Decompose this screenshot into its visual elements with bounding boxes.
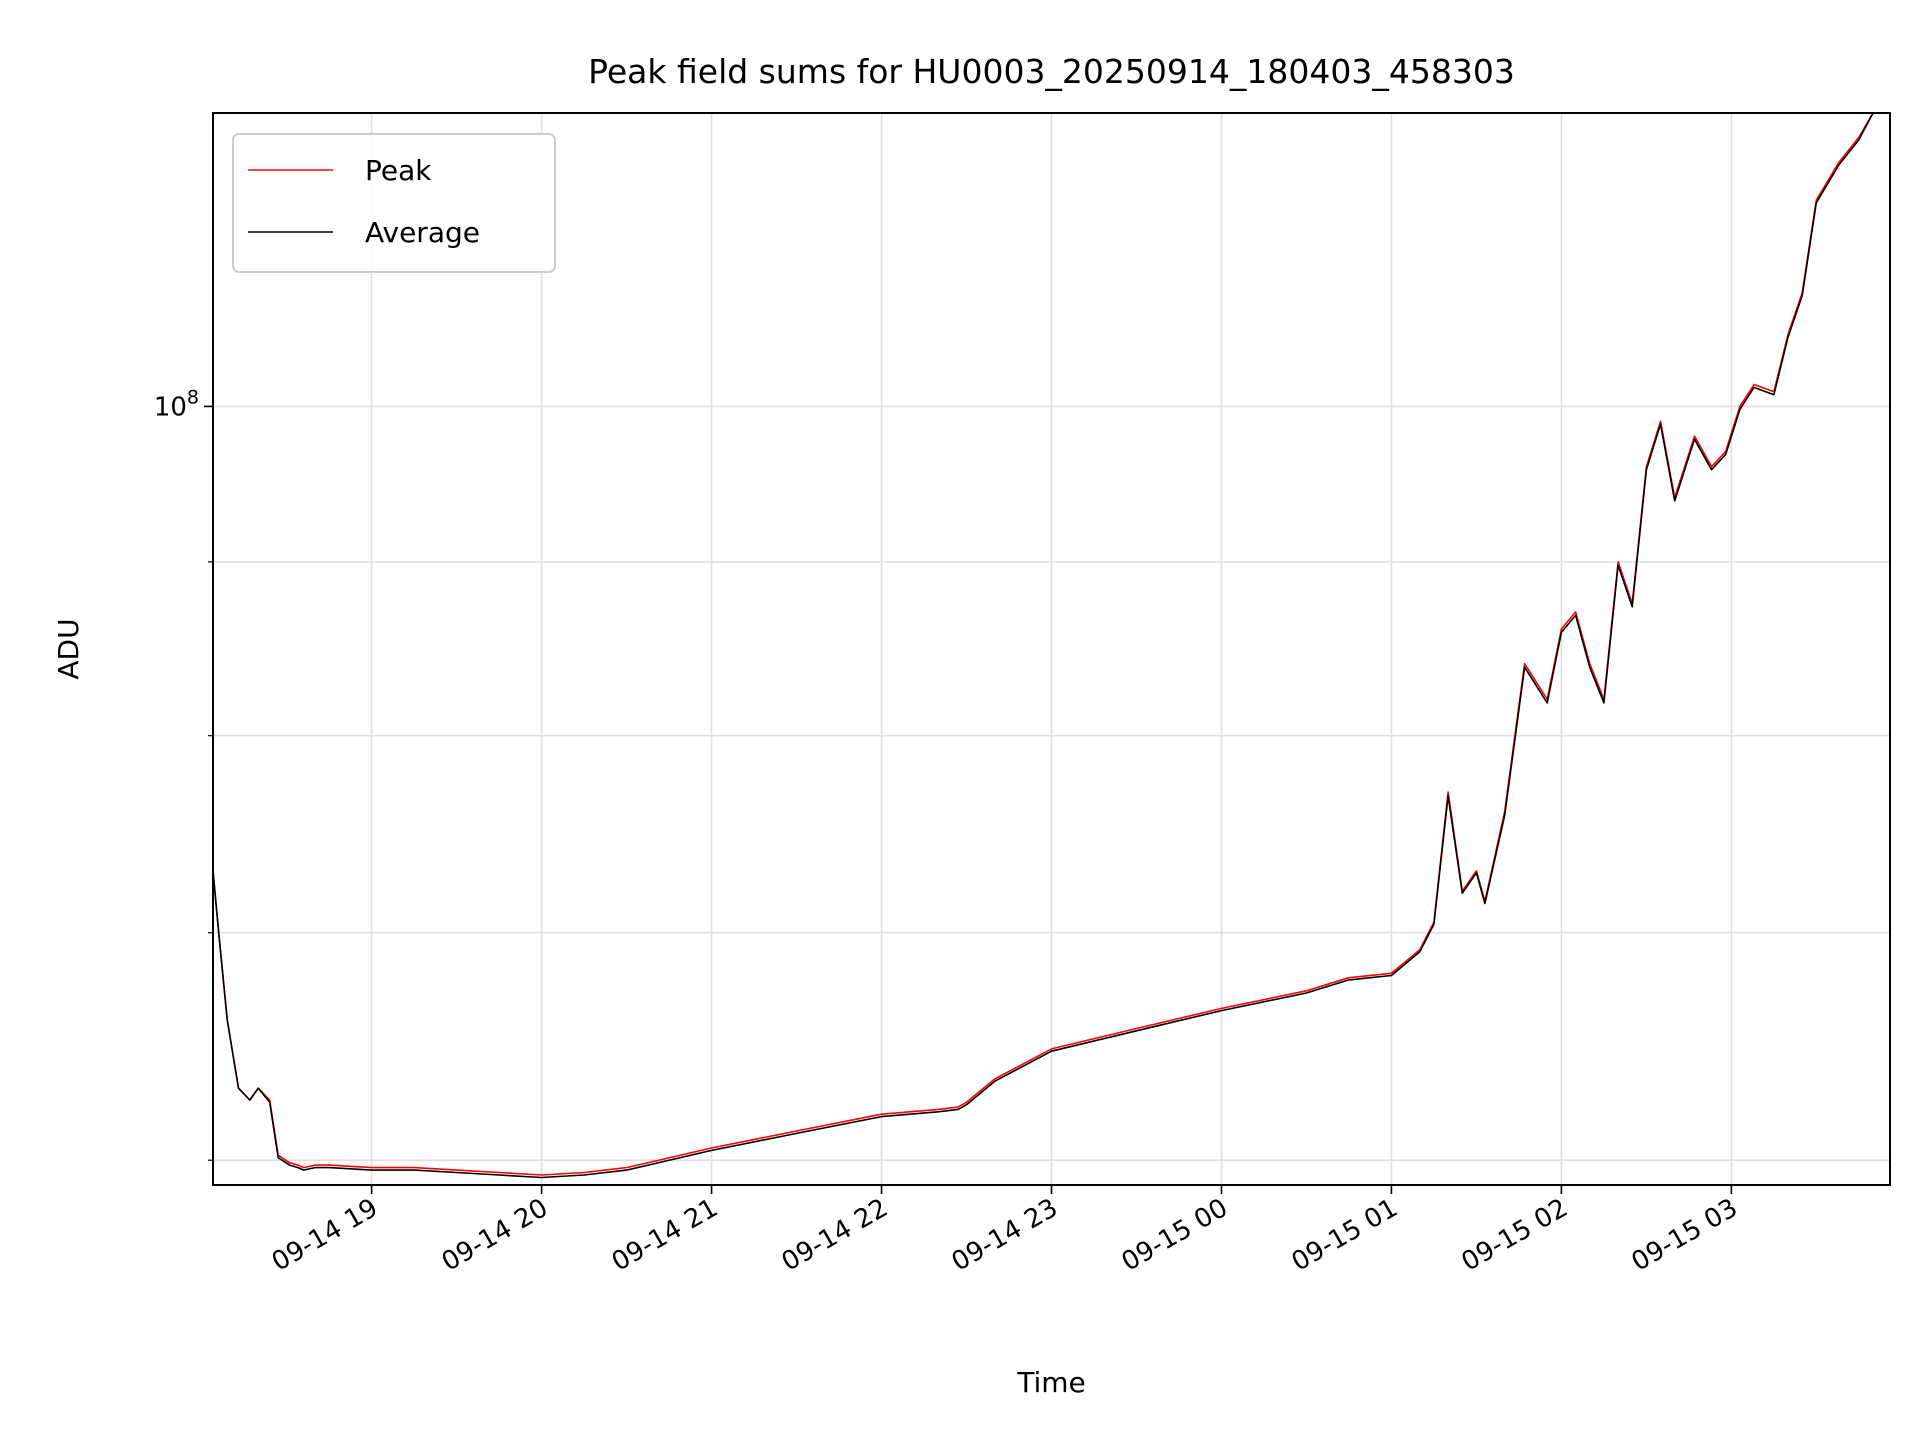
legend: Peak Average <box>232 133 556 273</box>
series-line-peak <box>212 112 1890 1176</box>
series-line-average <box>212 112 1890 1179</box>
y-axis-label: ADU <box>52 618 85 679</box>
legend-box <box>232 133 556 273</box>
legend-label-peak: Peak <box>365 154 432 187</box>
chart-title: Peak field sums for HU0003_20250914_1804… <box>588 52 1515 91</box>
legend-label-average: Average <box>365 216 480 249</box>
x-axis-label: Time <box>1016 1366 1086 1399</box>
series-layer <box>212 112 1890 1179</box>
grid-layer <box>213 113 1890 1185</box>
